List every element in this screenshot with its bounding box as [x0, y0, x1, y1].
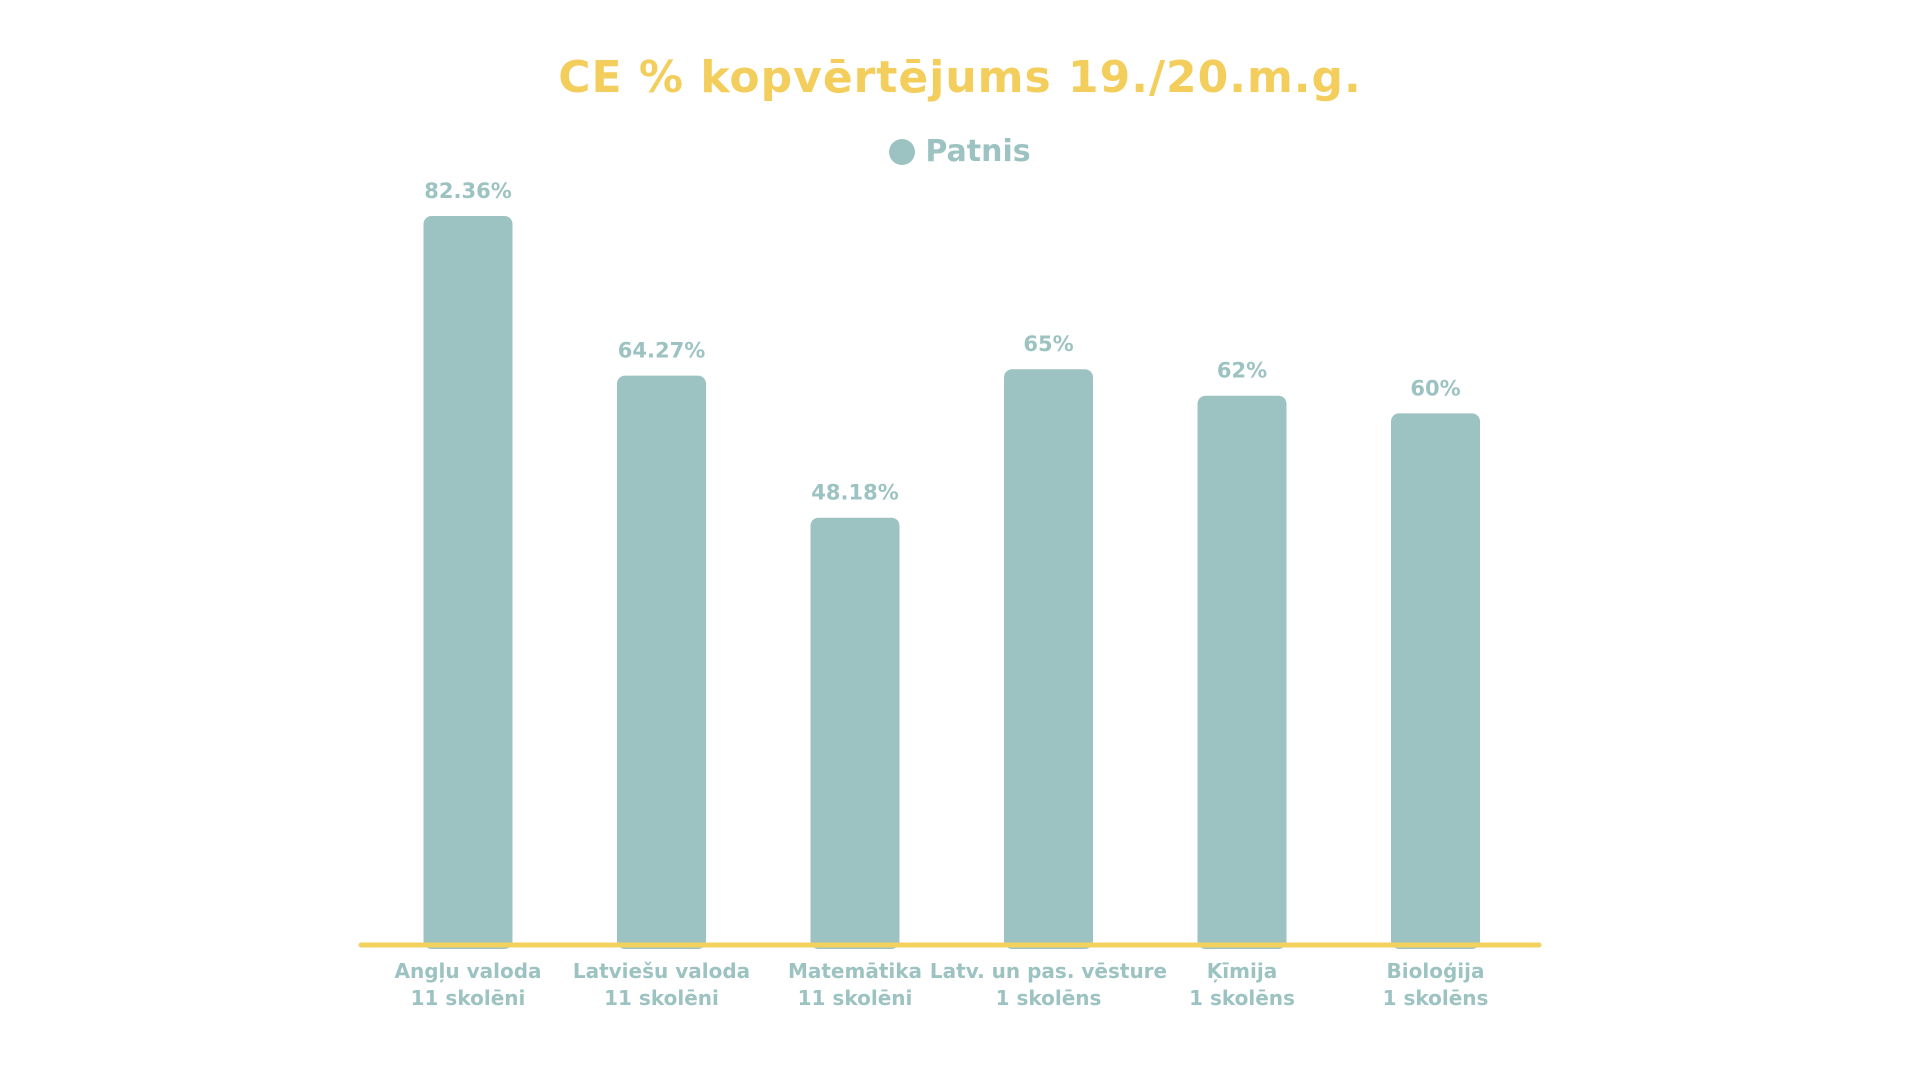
data-label-4: 65%	[1023, 332, 1073, 356]
data-label-1: 82.36%	[424, 179, 511, 203]
x-tick-label-4-line-1: Latv. un pas. vēsture	[930, 959, 1167, 983]
data-label-5: 62%	[1217, 359, 1267, 383]
x-tick-label-2-line-1: Latviešu valoda	[573, 959, 750, 983]
x-tick-label-5-line-1: Ķīmija	[1207, 959, 1277, 983]
x-tick-label-3-line-1: Matemātika	[788, 959, 922, 983]
data-label-3: 48.18%	[811, 481, 898, 505]
bar-2	[617, 375, 706, 949]
legend-label: Patnis	[925, 134, 1031, 169]
bar-6	[1391, 413, 1480, 949]
chart-title: CE % kopvērtējums 19./20.m.g.	[558, 52, 1362, 103]
x-tick-label-5-line-2: 1 skolēns	[1189, 986, 1295, 1010]
legend-swatch-icon	[889, 138, 916, 165]
bar-1	[423, 216, 513, 949]
bar-5	[1197, 395, 1287, 950]
chart-legend: Patnis	[0, 134, 1920, 169]
x-tick-label-4-line-2: 1 skolēns	[996, 986, 1102, 1010]
x-tick-label-2-line-2: 11 skolēni	[604, 986, 719, 1010]
x-tick-label-1-line-1: Angļu valoda	[394, 959, 541, 983]
x-tick-label-6-line-2: 1 skolēns	[1383, 986, 1489, 1010]
bar-3	[810, 517, 900, 949]
data-label-6: 60%	[1410, 376, 1460, 400]
x-tick-label-1-line-2: 11 skolēni	[411, 986, 526, 1010]
x-tick-label-6-line-1: Bioloģija	[1387, 959, 1485, 983]
x-tick-label-3-line-2: 11 skolēni	[798, 986, 913, 1010]
bar-4	[1004, 369, 1093, 949]
data-label-2: 64.27%	[618, 339, 705, 363]
